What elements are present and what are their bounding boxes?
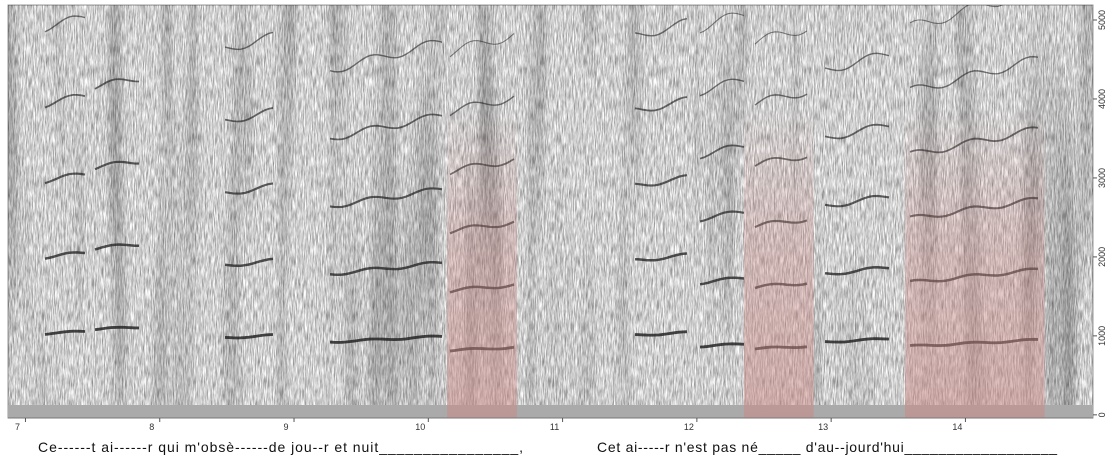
harmonic xyxy=(699,144,745,160)
highlight xyxy=(905,105,1045,418)
y-tick-label: 3000 xyxy=(1097,168,1107,188)
harmonic xyxy=(329,113,443,141)
harmonic xyxy=(909,5,1004,25)
harmonic xyxy=(224,31,274,51)
floor-band xyxy=(8,405,1093,418)
harmonic xyxy=(824,123,890,140)
x-tick-label: 10 xyxy=(415,422,425,432)
y-tick-label: 1000 xyxy=(1097,326,1107,346)
harmonic xyxy=(94,160,139,171)
harmonic xyxy=(329,39,443,73)
x-tick-label: 8 xyxy=(149,422,154,432)
harmonic xyxy=(824,337,890,344)
chart: 7 8 9 10 11 12 13 14 0 1000 2000 3000 4000 5000 Ce----… xyxy=(8,10,1107,455)
x-tick-label: 11 xyxy=(550,422,559,432)
harmonic xyxy=(224,333,274,340)
lyric-line: Ce------t ai------r qui m'obsè------de j… xyxy=(38,439,523,455)
harmonic xyxy=(329,334,443,344)
harmonic xyxy=(329,187,443,209)
harmonic xyxy=(699,210,745,223)
harmonic xyxy=(224,182,274,195)
harmonic xyxy=(634,17,688,37)
x-tick-label: 13 xyxy=(818,422,828,432)
harmonic xyxy=(44,251,86,260)
harmonic xyxy=(94,243,140,251)
x-tick-label: 12 xyxy=(684,422,694,432)
y-tick-label: 0 xyxy=(1097,412,1107,417)
x-tick-label: 7 xyxy=(15,422,20,432)
harmonic xyxy=(824,52,890,72)
harmonic xyxy=(44,94,86,109)
harmonic xyxy=(94,78,140,90)
harmonic xyxy=(94,325,139,332)
y-tick-label: 5000 xyxy=(1097,10,1107,30)
harmonic xyxy=(909,55,1039,89)
harmonic xyxy=(329,260,443,277)
y-tick-label: 4000 xyxy=(1097,89,1107,109)
x-tick-label: 14 xyxy=(952,422,962,432)
harmonic xyxy=(824,266,890,276)
harmonic xyxy=(634,330,688,337)
harmonic xyxy=(634,252,688,262)
highlight xyxy=(743,105,814,418)
highlight xyxy=(447,105,517,418)
harmonic xyxy=(754,30,808,45)
harmonic xyxy=(699,78,745,97)
harmonic xyxy=(699,12,745,34)
harmonic xyxy=(44,15,86,33)
harmonic xyxy=(634,96,688,112)
harmonic xyxy=(634,174,688,187)
harmonic xyxy=(699,276,745,286)
harmonic xyxy=(824,194,890,208)
x-tick-label: 9 xyxy=(284,422,289,432)
lyric-line: Cet ai-----r n'est pas né_____ d'au--jou… xyxy=(597,439,1057,455)
harmonic xyxy=(224,257,274,268)
y-tick-label: 2000 xyxy=(1097,247,1107,267)
harmonic xyxy=(449,33,515,58)
harmonic xyxy=(44,172,86,185)
harmonic xyxy=(224,107,274,123)
harmonic xyxy=(699,342,745,349)
harmonic xyxy=(754,93,808,106)
harmonic xyxy=(44,329,86,336)
